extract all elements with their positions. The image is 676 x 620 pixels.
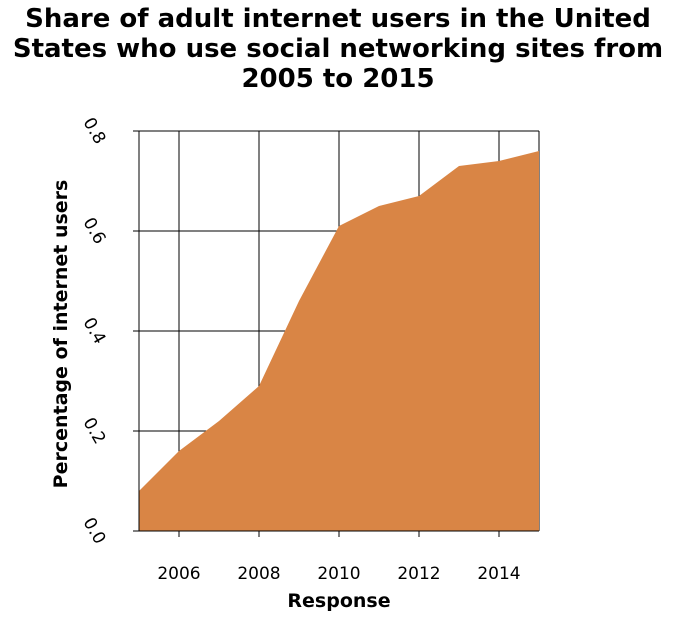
x-tick-label: 2014 [477,564,520,584]
x-tick-label: 2012 [397,564,440,584]
y-tick-label: 0.6 [79,214,110,247]
y-tick-label: 0.8 [79,114,110,147]
x-tick-label: 2006 [157,564,200,584]
chart-title-line-2: States who use social networking sites f… [12,34,664,64]
y-tick-label: 0.0 [79,514,110,547]
chart-title-line-3: 2005 to 2015 [241,64,435,94]
y-tick-label: 0.2 [79,414,110,447]
x-tick-label: 2010 [317,564,360,584]
area-series [139,151,539,531]
y-tick-label: 0.4 [79,314,110,347]
x-tick-label: 2008 [237,564,280,584]
y-axis-label: Percentage of internet users [50,180,72,489]
x-axis-label: Response [287,590,390,612]
chart-title-line-1: Share of adult internet users in the Uni… [25,4,651,34]
chart-title: Share of adult internet users in the Uni… [0,4,676,94]
